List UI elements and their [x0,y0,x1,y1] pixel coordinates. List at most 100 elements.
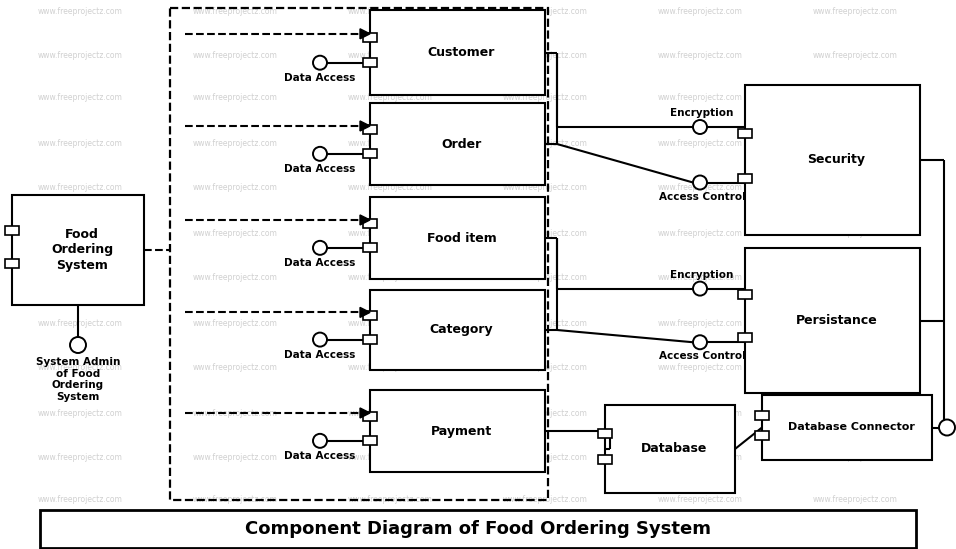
Circle shape [693,120,707,134]
Circle shape [313,55,327,70]
Text: www.freeprojectz.com: www.freeprojectz.com [503,8,587,16]
Text: www.freeprojectz.com: www.freeprojectz.com [813,318,898,328]
Text: Component Diagram of Food Ordering System: Component Diagram of Food Ordering Syste… [245,520,711,538]
Text: www.freeprojectz.com: www.freeprojectz.com [192,273,277,283]
Text: www.freeprojectz.com: www.freeprojectz.com [348,496,432,505]
Text: www.freeprojectz.com: www.freeprojectz.com [813,51,898,59]
Text: www.freeprojectz.com: www.freeprojectz.com [192,8,277,16]
Text: www.freeprojectz.com: www.freeprojectz.com [192,318,277,328]
Text: www.freeprojectz.com: www.freeprojectz.com [348,408,432,417]
Bar [598,455,612,464]
Bar [598,429,612,438]
Text: www.freeprojectz.com: www.freeprojectz.com [503,453,587,462]
Text: www.freeprojectz.com: www.freeprojectz.com [348,138,432,148]
Text: www.freeprojectz.com: www.freeprojectz.com [503,318,587,328]
Text: System Admin
of Food
Ordering
System: System Admin of Food Ordering System [35,357,120,402]
Polygon shape [360,215,370,225]
Text: www.freeprojectz.com: www.freeprojectz.com [503,51,587,59]
Bar [40,510,916,548]
Bar [363,125,377,134]
Text: www.freeprojectz.com: www.freeprojectz.com [813,453,898,462]
Text: www.freeprojectz.com: www.freeprojectz.com [658,318,743,328]
Text: www.freeprojectz.com: www.freeprojectz.com [503,183,587,193]
Text: www.freeprojectz.com: www.freeprojectz.com [813,8,898,16]
Polygon shape [360,121,370,131]
Text: www.freeprojectz.com: www.freeprojectz.com [348,273,432,283]
Polygon shape [360,408,370,418]
Text: www.freeprojectz.com: www.freeprojectz.com [658,496,743,505]
Bar [755,431,769,440]
Text: Food item: Food item [426,232,496,244]
Bar [363,335,377,344]
Text: www.freeprojectz.com: www.freeprojectz.com [813,363,898,373]
Text: www.freeprojectz.com: www.freeprojectz.com [658,8,743,16]
Text: www.freeprojectz.com: www.freeprojectz.com [813,93,898,103]
Bar [738,290,752,299]
Text: Database: Database [641,442,707,456]
Text: Data Access: Data Access [284,350,356,360]
Text: www.freeprojectz.com: www.freeprojectz.com [348,8,432,16]
Bar [363,243,377,253]
Bar [762,395,932,460]
Bar [738,333,752,343]
Text: Database Connector: Database Connector [788,423,915,433]
Polygon shape [360,307,370,317]
Circle shape [939,419,955,435]
Text: www.freeprojectz.com: www.freeprojectz.com [813,496,898,505]
Bar [738,128,752,137]
Text: www.freeprojectz.com: www.freeprojectz.com [192,93,277,103]
Text: www.freeprojectz.com: www.freeprojectz.com [192,496,277,505]
Circle shape [70,337,86,353]
Bar [745,85,920,235]
Text: Data Access: Data Access [284,451,356,461]
Text: www.freeprojectz.com: www.freeprojectz.com [503,273,587,283]
Circle shape [313,147,327,161]
Bar [363,149,377,158]
Text: www.freeprojectz.com: www.freeprojectz.com [192,453,277,462]
Text: www.freeprojectz.com: www.freeprojectz.com [348,93,432,103]
Polygon shape [360,29,370,39]
Text: Persistance: Persistance [795,314,878,327]
Bar [755,411,769,421]
Bar [363,219,377,228]
Text: Payment: Payment [431,424,492,438]
Text: www.freeprojectz.com: www.freeprojectz.com [813,138,898,148]
Text: www.freeprojectz.com: www.freeprojectz.com [348,453,432,462]
Text: www.freeprojectz.com: www.freeprojectz.com [658,93,743,103]
Circle shape [313,333,327,346]
Bar [605,405,735,493]
Text: www.freeprojectz.com: www.freeprojectz.com [192,138,277,148]
Bar [370,390,545,472]
Text: Data Access: Data Access [284,164,356,174]
Text: www.freeprojectz.com: www.freeprojectz.com [192,228,277,238]
Text: Security: Security [808,154,865,166]
Text: www.freeprojectz.com: www.freeprojectz.com [37,93,122,103]
Text: www.freeprojectz.com: www.freeprojectz.com [813,183,898,193]
Text: www.freeprojectz.com: www.freeprojectz.com [37,318,122,328]
Text: Encryption: Encryption [670,270,733,279]
Bar [745,248,920,393]
Text: Access Control: Access Control [659,351,746,361]
Text: www.freeprojectz.com: www.freeprojectz.com [658,273,743,283]
Circle shape [313,434,327,448]
Text: www.freeprojectz.com: www.freeprojectz.com [658,51,743,59]
Text: www.freeprojectz.com: www.freeprojectz.com [192,408,277,417]
Text: www.freeprojectz.com: www.freeprojectz.com [37,363,122,373]
Text: Food
Ordering
System: Food Ordering System [51,228,113,272]
Text: www.freeprojectz.com: www.freeprojectz.com [37,496,122,505]
Text: www.freeprojectz.com: www.freeprojectz.com [192,363,277,373]
Bar [370,103,545,185]
Text: Data Access: Data Access [284,258,356,268]
Text: www.freeprojectz.com: www.freeprojectz.com [37,138,122,148]
Text: www.freeprojectz.com: www.freeprojectz.com [348,183,432,193]
Text: www.freeprojectz.com: www.freeprojectz.com [37,453,122,462]
Text: www.freeprojectz.com: www.freeprojectz.com [503,228,587,238]
Text: www.freeprojectz.com: www.freeprojectz.com [503,496,587,505]
Text: www.freeprojectz.com: www.freeprojectz.com [348,51,432,59]
Text: www.freeprojectz.com: www.freeprojectz.com [813,228,898,238]
Text: www.freeprojectz.com: www.freeprojectz.com [37,183,122,193]
Text: www.freeprojectz.com: www.freeprojectz.com [503,408,587,417]
Bar [363,436,377,445]
Text: www.freeprojectz.com: www.freeprojectz.com [503,363,587,373]
Bar [170,8,548,500]
